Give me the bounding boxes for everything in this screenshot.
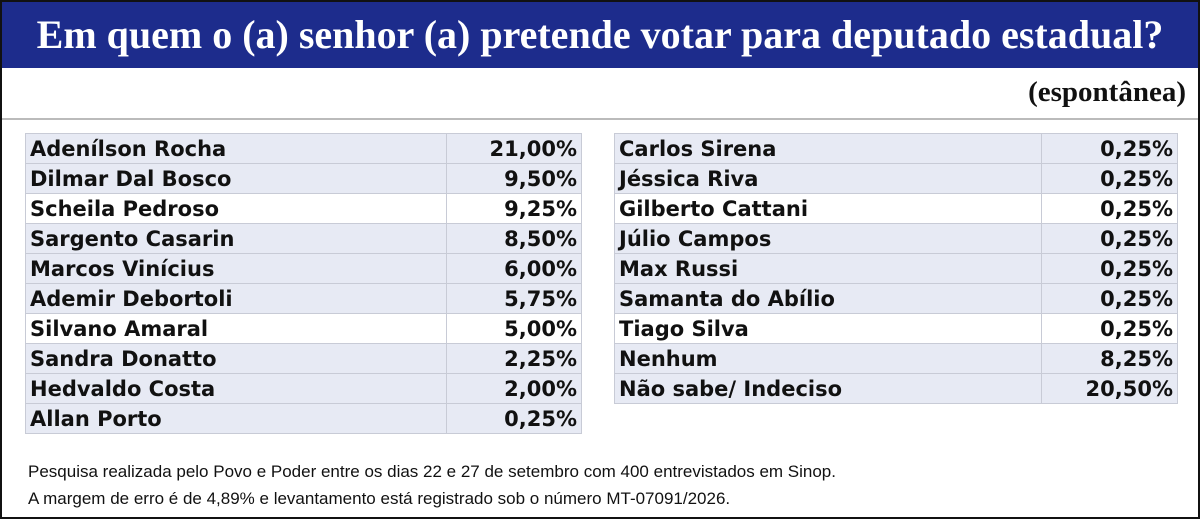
table-row: Hedvaldo Costa 2,00% <box>25 373 582 404</box>
table-row: Ademir Debortoli 5,75% <box>25 283 582 314</box>
table-row: Scheila Pedroso 9,25% <box>25 193 582 224</box>
table-row: Nenhum 8,25% <box>614 343 1178 374</box>
candidate-name: Sargento Casarin <box>25 223 447 254</box>
percentage: 8,25% <box>1041 343 1178 374</box>
candidate-name: Allan Porto <box>25 403 447 434</box>
candidate-name: Ademir Debortoli <box>25 283 447 314</box>
percentage: 0,25% <box>1041 133 1178 164</box>
table-row: Sandra Donatto 2,25% <box>25 343 582 374</box>
candidate-name: Dilmar Dal Bosco <box>25 163 447 194</box>
percentage: 5,00% <box>446 313 582 344</box>
candidate-name: Scheila Pedroso <box>25 193 447 224</box>
candidate-name: Sandra Donatto <box>25 343 447 374</box>
table-row: Sargento Casarin 8,50% <box>25 223 582 254</box>
table-row: Silvano Amaral 5,00% <box>25 313 582 344</box>
candidate-name: Jéssica Riva <box>614 163 1042 194</box>
table-row: Júlio Campos 0,25% <box>614 223 1178 254</box>
table-row: Tiago Silva 0,25% <box>614 313 1178 344</box>
percentage: 9,50% <box>446 163 582 194</box>
subtitle: (espontânea) <box>1028 76 1186 108</box>
percentage: 0,25% <box>1041 193 1178 224</box>
table-row: Não sabe/ Indeciso 20,50% <box>614 373 1178 404</box>
table-row: Samanta do Abílio 0,25% <box>614 283 1178 314</box>
title: Em quem o (a) senhor (a) pretende votar … <box>2 2 1198 68</box>
table-row: Gilberto Cattani 0,25% <box>614 193 1178 224</box>
candidate-name: Marcos Vinícius <box>25 253 447 284</box>
percentage: 0,25% <box>1041 313 1178 344</box>
candidate-name: Gilberto Cattani <box>614 193 1042 224</box>
percentage: 8,50% <box>446 223 582 254</box>
table-row: Jéssica Riva 0,25% <box>614 163 1178 194</box>
table-row: Adenílson Rocha 21,00% <box>25 133 582 164</box>
candidate-name: Carlos Sirena <box>614 133 1042 164</box>
percentage: 0,25% <box>446 403 582 434</box>
results-table: Carlos Sirena 0,25% Jéssica Riva 0,25% Gilbe… <box>614 133 1178 404</box>
percentage: 0,25% <box>1041 253 1178 284</box>
candidate-name: Silvano Amaral <box>25 313 447 344</box>
candidate-name: Júlio Campos <box>614 223 1042 254</box>
candidate-name: Max Russi <box>614 253 1042 284</box>
candidate-name: Hedvaldo Costa <box>25 373 447 404</box>
percentage: 5,75% <box>446 283 582 314</box>
candidate-name: Nenhum <box>614 343 1042 374</box>
candidate-name: Samanta do Abílio <box>614 283 1042 314</box>
percentage: 0,25% <box>1041 223 1178 254</box>
table-row: Dilmar Dal Bosco 9,50% <box>25 163 582 194</box>
results-table: Adenílson Rocha 21,00% Dilmar Dal Bosco 9,5… <box>25 133 582 434</box>
percentage: 2,00% <box>446 373 582 404</box>
percentage: 0,25% <box>1041 283 1178 314</box>
table-row: Marcos Vinícius 6,00% <box>25 253 582 284</box>
percentage: 6,00% <box>446 253 582 284</box>
table-row: Allan Porto 0,25% <box>25 403 582 434</box>
candidate-name: Tiago Silva <box>614 313 1042 344</box>
footnote: Pesquisa realizada pelo Povo e Poder ent… <box>28 462 836 481</box>
candidate-name: Adenílson Rocha <box>25 133 447 164</box>
percentage: 9,25% <box>446 193 582 224</box>
percentage: 2,25% <box>446 343 582 374</box>
footnote: A margem de erro é de 4,89% e levantamen… <box>28 489 731 508</box>
separator <box>2 118 1198 120</box>
percentage: 0,25% <box>1041 163 1178 194</box>
table-row: Max Russi 0,25% <box>614 253 1178 284</box>
percentage: 20,50% <box>1041 373 1178 404</box>
table-row: Carlos Sirena 0,25% <box>614 133 1178 164</box>
candidate-name: Não sabe/ Indeciso <box>614 373 1042 404</box>
percentage: 21,00% <box>446 133 582 164</box>
